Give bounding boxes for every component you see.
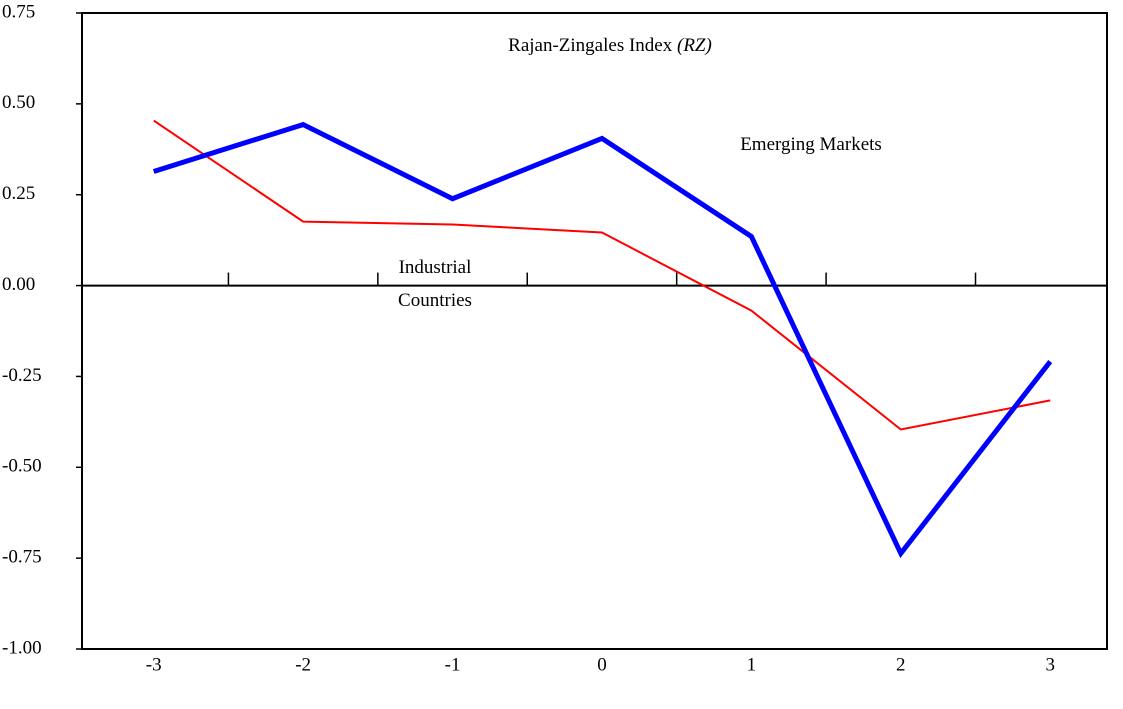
x-tick-label: 3 [1045,654,1055,675]
plot-frame [81,12,1108,650]
x-tick-label: -2 [295,654,311,675]
x-tick-label: -3 [146,654,162,675]
y-tick-label: 0.25 [2,183,35,204]
series-label: Emerging Markets [740,134,882,155]
chart-title: Rajan-Zingales Index (RZ) [508,35,712,56]
title-symbol: (RZ) [677,35,712,56]
series-line [153,119,1051,431]
y-tick-label: 0.00 [2,274,35,295]
y-tick-label: -0.75 [2,547,42,568]
y-tick-label: -0.25 [2,365,42,386]
series-label: Industrial Countries [398,257,472,311]
y-tick-label: -1.00 [2,637,42,658]
x-tick-label: -1 [445,654,461,675]
y-tick-label: -0.50 [2,456,42,477]
y-tick-label: 0.75 [2,1,35,22]
title-text: Rajan-Zingales Index [508,35,673,56]
series-line [152,121,1053,559]
x-tick-label: 2 [896,654,906,675]
y-tick-label: 0.50 [2,92,35,113]
x-tick-label: 0 [597,654,607,675]
x-tick-label: 1 [747,654,757,675]
